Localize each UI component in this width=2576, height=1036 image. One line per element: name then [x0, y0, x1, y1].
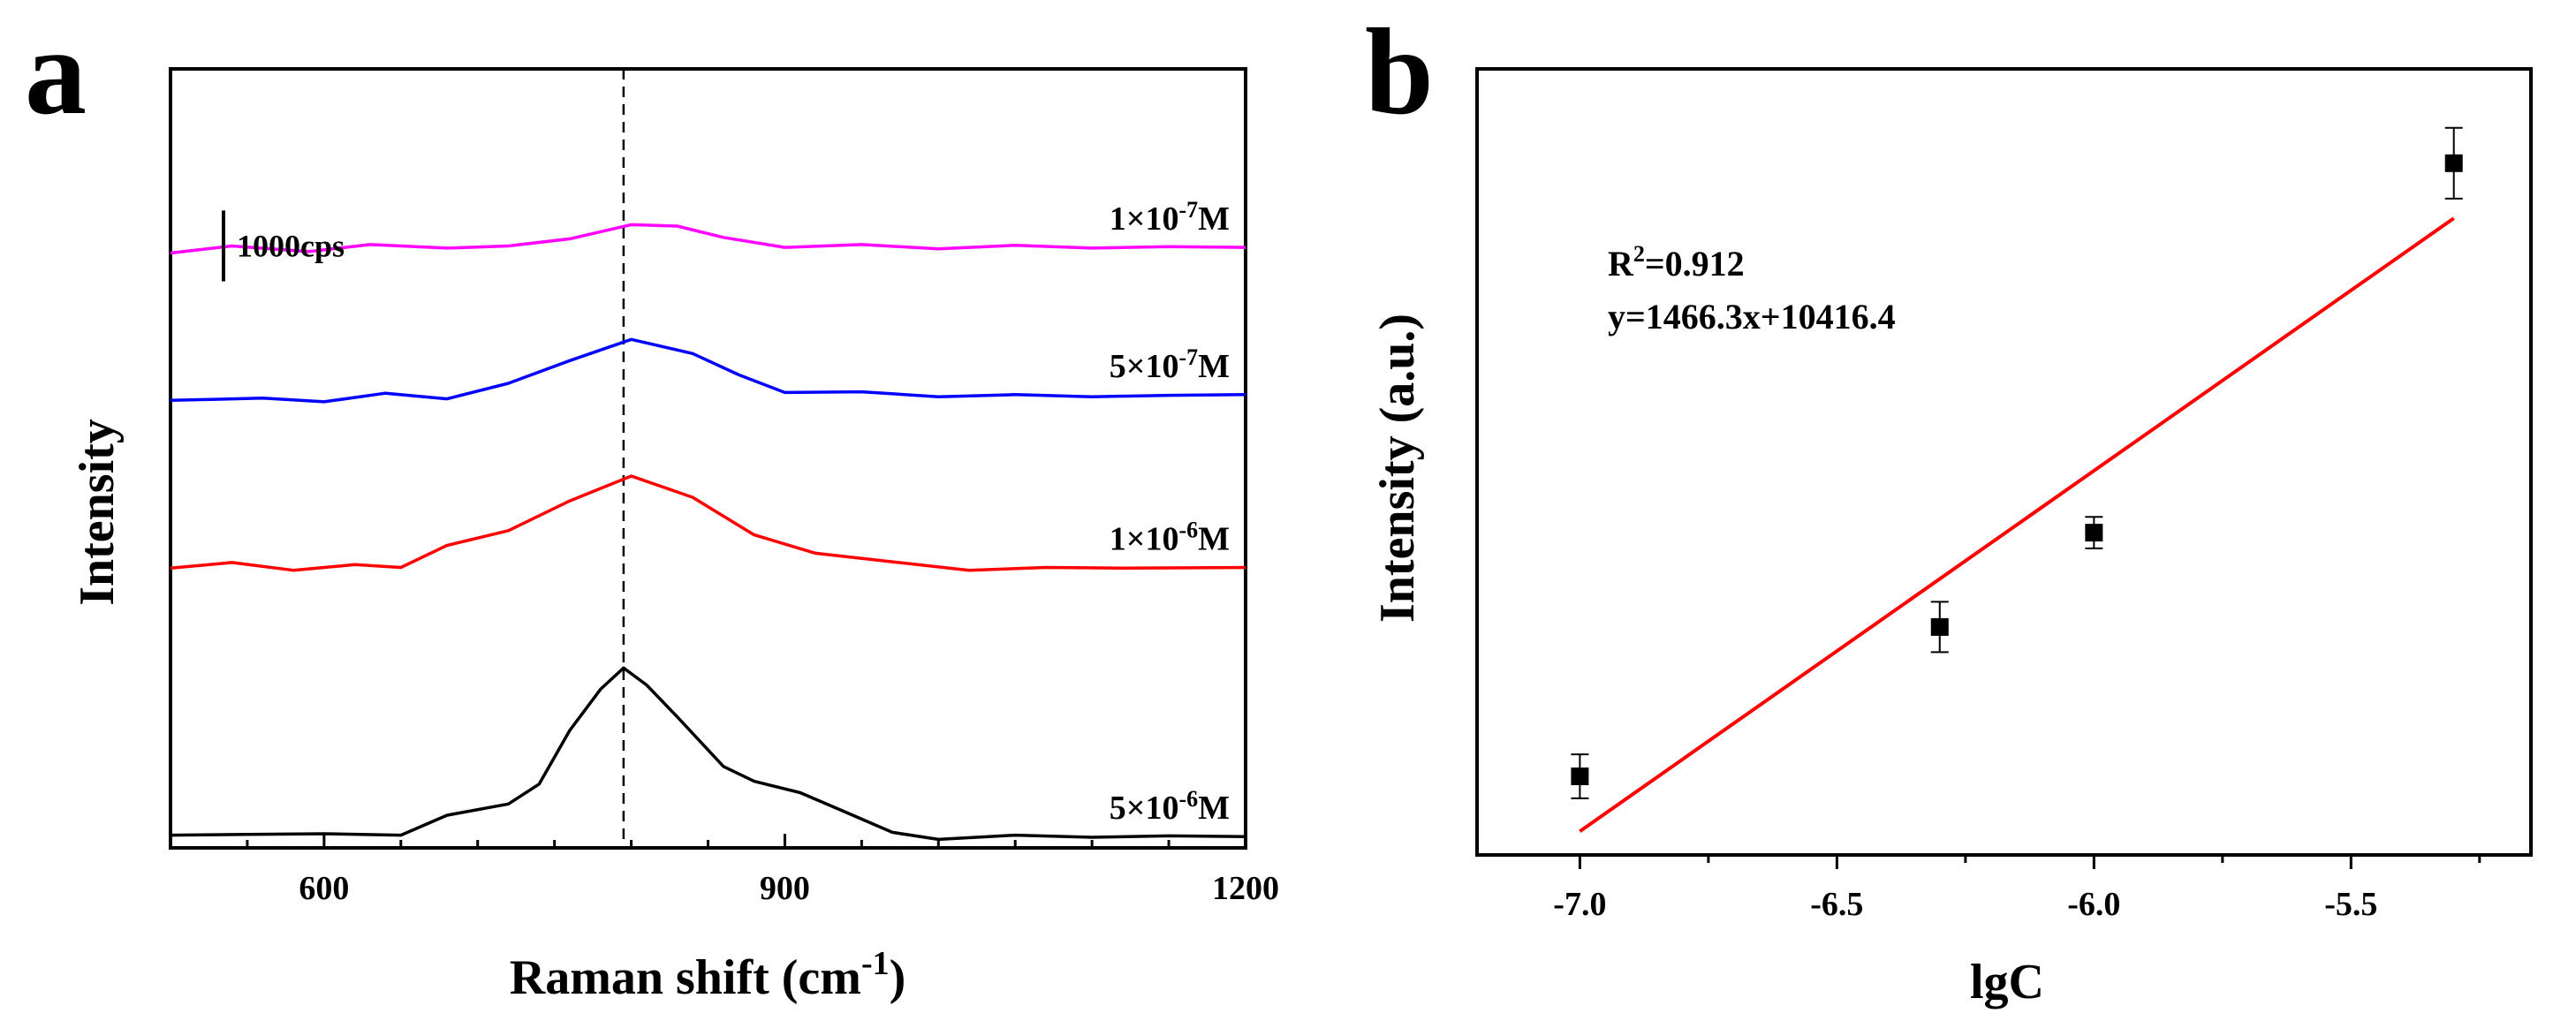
- panel-b-x-tick-label: -6.0: [2067, 886, 2120, 923]
- scale-bar-label: 1000cps: [237, 228, 345, 263]
- panel-a-frame: [169, 67, 1247, 850]
- series-line-2: [170, 474, 1246, 572]
- series-line-3: [170, 666, 1246, 842]
- panel-b-x-tick-label: -7.0: [1553, 886, 1606, 923]
- panel-a-x-tick-label: 1200: [1212, 870, 1279, 907]
- series-line-1: [170, 337, 1246, 404]
- panel-a-x-axis-title: Raman shift (cm-1): [510, 945, 906, 1005]
- data-point: [1930, 617, 1949, 636]
- panel-b-letter: b: [1365, 4, 1434, 140]
- panel-b-chart: -7.0 -6.5 -6.0 -5.5 R2=0.912 y=1466.3x+1041…: [1370, 67, 2533, 1010]
- panel-a-chart: 600 900 1200 1×10-7M5×10-7M1×10-6M5×10-6M …: [70, 67, 1279, 1005]
- panel-a-y-axis-title: Intensity: [70, 419, 125, 606]
- data-point: [2444, 154, 2463, 172]
- data-point: [2085, 524, 2103, 542]
- series-label-2: 1×10-6M: [1110, 517, 1230, 557]
- series-line-0: [170, 223, 1246, 255]
- fit-line: [1579, 216, 2455, 833]
- panel-a-x-tick-label: 600: [299, 870, 349, 907]
- series-label-3: 5×10-6M: [1110, 786, 1230, 827]
- panel-b-x-tick-label: -5.5: [2324, 886, 2377, 923]
- panel-b-frame: [1475, 67, 2533, 857]
- panel-b-x-tick-label: -6.5: [1810, 886, 1863, 923]
- equation-annotation: y=1466.3x+10416.4: [1608, 297, 1896, 337]
- panel-a-letter: a: [25, 4, 87, 140]
- series-label-1: 5×10-7M: [1110, 344, 1230, 385]
- data-point: [1571, 768, 1589, 785]
- panel-b-y-axis-title: Intensity (a.u.): [1370, 314, 1425, 623]
- r2-annotation: R2=0.912: [1608, 241, 1745, 284]
- panel-b-x-axis-title: lgC: [1970, 955, 2044, 1010]
- panel-a-x-tick-label: 900: [760, 870, 810, 907]
- series-label-0: 1×10-7M: [1110, 197, 1230, 238]
